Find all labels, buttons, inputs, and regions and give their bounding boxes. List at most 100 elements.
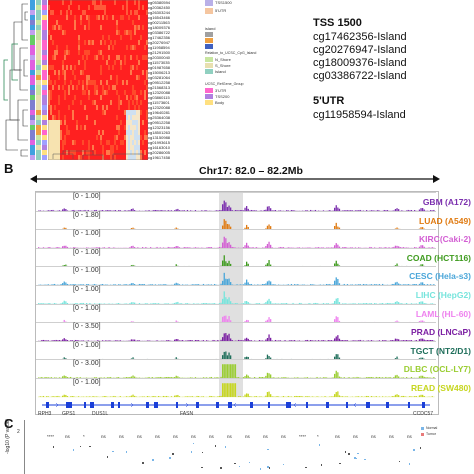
heatmap-cell: [52, 40, 54, 45]
heatmap-cell: [134, 50, 136, 55]
heatmap-cell: [80, 60, 82, 65]
heatmap-cell: [140, 95, 142, 100]
heatmap-cell: [70, 125, 72, 130]
heatmap-cell: [64, 20, 66, 25]
heatmap-cell: [98, 150, 100, 155]
heatmap-cell: [92, 40, 94, 45]
heatmap-cell: [140, 5, 142, 10]
heatmap-cell: [72, 110, 74, 115]
heatmap-cell: [108, 50, 110, 55]
heatmap-cell: [104, 70, 106, 75]
heatmap-cell: [118, 70, 120, 75]
heatmap-cell: [66, 85, 68, 90]
heatmap-cell: [126, 115, 128, 120]
heatmap-cell: [132, 0, 134, 5]
heatmap-cell: [62, 110, 64, 115]
heatmap-cell: [68, 150, 70, 155]
heatmap-row-label: cg09512258: [148, 120, 171, 125]
heatmap-cell: [92, 105, 94, 110]
heatmap-cell: [64, 60, 66, 65]
heatmap-cell: [94, 150, 96, 155]
heatmap-cell: [74, 95, 76, 100]
heatmap-cell: [84, 130, 86, 135]
heatmap-cell: [114, 40, 116, 45]
legend-label-refgene: UCSC_RefGene_Group: [205, 82, 244, 86]
heatmap-cell: [88, 40, 90, 45]
heatmap-cell: [72, 95, 74, 100]
heatmap-cell: [120, 95, 122, 100]
heatmap-cell: [114, 85, 116, 90]
heatmap-cell: [144, 10, 146, 15]
heatmap-cell: [54, 40, 56, 45]
heatmap-cell: [122, 30, 124, 35]
heatmap-cell: [72, 45, 74, 50]
heatmap-cell: [104, 90, 106, 95]
data-point: [348, 453, 350, 455]
heatmap-cell: [76, 130, 78, 135]
heatmap-cell: [140, 35, 142, 40]
heatmap-cell: [74, 85, 76, 90]
heatmap-cell: [136, 90, 138, 95]
heatmap-cell: [130, 40, 132, 45]
heatmap-cell: [112, 90, 114, 95]
heatmap-cell: [106, 85, 108, 90]
heatmap-cell: [136, 85, 138, 90]
heatmap-cell: [110, 150, 112, 155]
heatmap-cell: [58, 105, 60, 110]
heatmap-cell: [52, 75, 54, 80]
heatmap-cell: [66, 100, 68, 105]
heatmap-cell: [52, 150, 54, 155]
heatmap-cell: [102, 65, 104, 70]
heatmap-cell: [50, 115, 52, 120]
heatmap-cell: [138, 125, 140, 130]
heatmap-cell: [124, 110, 126, 115]
heatmap-cell: [58, 80, 60, 85]
heatmap-cell: [146, 50, 148, 55]
heatmap-cell: [96, 125, 98, 130]
heatmap-cell: [132, 95, 134, 100]
heatmap-cell: [138, 115, 140, 120]
heatmap-cell: [82, 0, 84, 5]
heatmap-cell: [146, 100, 148, 105]
heatmap-cell: [74, 100, 76, 105]
heatmap-cell: [118, 35, 120, 40]
heatmap-cell: [146, 75, 148, 80]
annotation-cell: [30, 125, 35, 130]
heatmap-cell: [68, 45, 70, 50]
data-point: [79, 445, 82, 448]
heatmap-cell: [92, 15, 94, 20]
heatmap-cell: [54, 55, 56, 60]
annotation-cell: [42, 155, 47, 160]
heatmap-cell: [90, 130, 92, 135]
heatmap-cell: [56, 60, 58, 65]
heatmap-cell: [128, 95, 130, 100]
heatmap-cell: [68, 115, 70, 120]
heatmap-cell: [78, 5, 80, 10]
heatmap-cell: [88, 80, 90, 85]
data-point: [408, 463, 411, 465]
heatmap-cell: [66, 70, 68, 75]
heatmap-cell: [98, 140, 100, 145]
heatmap-cell: [50, 105, 52, 110]
annotation-cell: [30, 100, 35, 105]
heatmap-cell: [102, 30, 104, 35]
heatmap-cell: [88, 95, 90, 100]
heatmap-cell: [54, 50, 56, 55]
heatmap-cell: [130, 70, 132, 75]
heatmap-cell: [132, 55, 134, 60]
heatmap-cell: [86, 35, 88, 40]
heatmap-cell: [124, 25, 126, 30]
heatmap-cell: [50, 135, 52, 140]
heatmap-cell: [50, 70, 52, 75]
heatmap-cell: [130, 80, 132, 85]
heatmap-cell: [124, 145, 126, 150]
annotation-cell: [30, 60, 35, 65]
heatmap-cell: [106, 50, 108, 55]
heatmap-cell: [66, 75, 68, 80]
heatmap-cell: [142, 30, 144, 35]
data-point: [259, 468, 262, 470]
heatmap-cell: [110, 55, 112, 60]
heatmap-cell: [110, 140, 112, 145]
heatmap-cell: [106, 0, 108, 5]
heatmap-cell: [102, 15, 104, 20]
